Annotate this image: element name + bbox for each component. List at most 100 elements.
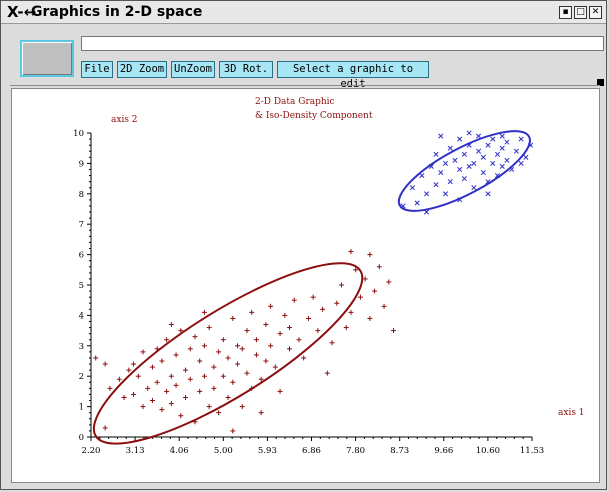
plus-marker — [140, 404, 146, 410]
plus-marker — [357, 294, 363, 300]
x-tick-label: 7.80 — [346, 446, 365, 456]
close-icon[interactable]: ✕ — [589, 6, 602, 19]
x-axis-label: axis 1 — [558, 408, 585, 418]
x-marker — [466, 163, 472, 169]
x-marker — [485, 179, 491, 185]
x-marker — [438, 169, 444, 176]
plus-marker — [183, 367, 189, 373]
resize-marker-icon[interactable] — [597, 79, 604, 86]
unzoom-button[interactable]: UnZoom — [171, 61, 215, 78]
x-marker — [452, 157, 458, 163]
x-marker — [494, 173, 501, 179]
x-marker — [499, 133, 505, 139]
plus-marker — [225, 355, 231, 361]
plus-marker — [362, 276, 368, 282]
x-marker — [438, 133, 444, 139]
plus-marker — [343, 325, 349, 331]
plus-marker — [301, 355, 307, 361]
x-marker — [480, 169, 486, 176]
plus-marker — [391, 328, 397, 334]
scatter-plot[interactable]: 2-D Data Graphic & Iso-Density Component… — [12, 89, 599, 482]
plus-marker — [159, 407, 165, 413]
plus-marker — [192, 334, 198, 340]
plus-marker — [277, 331, 283, 337]
plus-marker — [159, 358, 165, 364]
x-marker — [400, 203, 406, 209]
plus-marker — [183, 394, 189, 400]
plus-marker — [372, 288, 378, 294]
plus-marker — [168, 373, 174, 379]
y-tick-label: 6 — [79, 251, 84, 261]
plus-marker — [116, 376, 122, 382]
y-tick-label: 10 — [73, 129, 84, 139]
x-marker — [414, 200, 420, 206]
plus-marker — [107, 385, 113, 391]
x-marker — [528, 142, 534, 148]
x-marker — [494, 151, 501, 157]
plus-marker — [173, 352, 179, 358]
x-marker — [447, 179, 453, 185]
x-tick-label: 3.13 — [126, 446, 145, 456]
plus-marker — [140, 349, 146, 355]
plus-marker — [102, 361, 108, 367]
x-marker — [485, 142, 491, 148]
plus-marker — [230, 379, 236, 385]
plus-marker — [339, 282, 345, 288]
minimize-icon[interactable]: ▪ — [559, 6, 572, 19]
x-marker — [424, 209, 430, 215]
select-graphic-button[interactable]: Select a graphic to edit — [277, 61, 429, 90]
graphic-preview-button[interactable] — [20, 40, 74, 77]
x-marker — [499, 145, 505, 151]
y-tick-label: 8 — [79, 190, 84, 200]
plus-marker — [216, 349, 222, 355]
window-menu-icon[interactable]: X-↔ — [7, 3, 37, 21]
plus-marker — [381, 303, 387, 309]
plus-marker — [235, 343, 241, 349]
plus-marker — [282, 312, 288, 318]
plus-marker — [376, 264, 382, 270]
x-tick-label: 5.93 — [258, 446, 277, 456]
plus-marker — [324, 370, 330, 376]
text-field[interactable] — [81, 36, 604, 51]
file-button[interactable]: File — [81, 61, 113, 78]
x-marker — [504, 157, 510, 163]
plus-marker — [220, 337, 226, 343]
y-tick-label: 5 — [79, 281, 84, 291]
x-marker — [490, 160, 496, 166]
y-tick-label: 7 — [79, 220, 84, 230]
x-marker — [471, 185, 477, 191]
plus-marker — [149, 364, 155, 370]
plus-marker — [197, 388, 203, 394]
x-marker — [457, 136, 463, 142]
x-marker — [447, 145, 453, 151]
plus-marker — [164, 388, 170, 394]
plus-marker — [220, 373, 226, 379]
plus-marker — [353, 267, 359, 273]
plus-marker — [126, 367, 132, 373]
plus-marker — [244, 370, 250, 376]
plus-marker — [249, 309, 255, 315]
y-axis-label: axis 2 — [111, 115, 138, 125]
window-title: Graphics in 2-D space — [31, 4, 203, 20]
maximize-icon[interactable]: □ — [574, 6, 587, 19]
plus-marker — [258, 376, 264, 382]
title-bar[interactable]: X-↔ Graphics in 2-D space ▪ □ ✕ — [1, 1, 606, 24]
plus-marker — [296, 337, 302, 343]
plus-marker — [131, 391, 137, 397]
x-tick-label: 10.60 — [476, 446, 500, 456]
zoom-2d-button[interactable]: 2D Zoom — [117, 61, 167, 78]
plus-marker — [131, 361, 137, 367]
plus-marker — [287, 346, 293, 352]
x-marker — [466, 130, 472, 136]
rotate-3d-button[interactable]: 3D Rot. — [219, 61, 273, 78]
x-marker — [499, 163, 505, 169]
plus-marker — [164, 337, 170, 343]
plus-marker — [310, 294, 316, 300]
plus-marker — [216, 410, 222, 416]
iso-density-ellipse-2 — [397, 130, 531, 212]
x-marker — [518, 160, 524, 166]
plus-marker — [168, 322, 174, 328]
x-marker — [457, 166, 463, 173]
plot-canvas[interactable]: 2-D Data Graphic & Iso-Density Component… — [11, 88, 600, 483]
